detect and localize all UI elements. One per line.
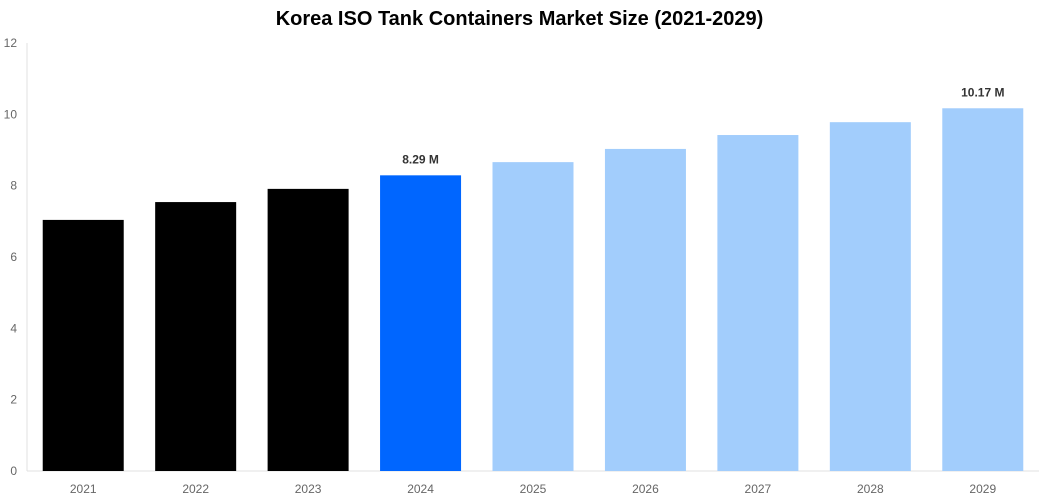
bar-2023 — [267, 188, 349, 472]
x-tick-label: 2026 — [632, 482, 659, 496]
data-label-2029: 10.17 M — [961, 85, 1004, 99]
x-tick-label: 2023 — [295, 482, 322, 496]
y-tick-label: 2 — [10, 393, 17, 407]
bar-2028 — [829, 122, 911, 472]
bar-2026 — [604, 148, 686, 471]
bar-2024 — [380, 175, 462, 471]
x-tick-label: 2021 — [70, 482, 97, 496]
data-label-2024: 8.29 M — [402, 152, 439, 166]
y-tick-label: 12 — [4, 36, 18, 50]
x-tick-label: 2027 — [745, 482, 772, 496]
bar-2021 — [42, 219, 124, 471]
x-tick-label: 2025 — [520, 482, 547, 496]
y-tick-label: 10 — [4, 107, 18, 121]
bar-2025 — [492, 162, 574, 472]
x-tick-label: 2029 — [969, 482, 996, 496]
y-tick-label: 0 — [10, 464, 17, 478]
x-tick-label: 2028 — [857, 482, 884, 496]
bar-2022 — [155, 202, 237, 471]
y-tick-label: 6 — [10, 250, 17, 264]
x-tick-label: 2022 — [182, 482, 209, 496]
bar-2027 — [717, 135, 799, 471]
x-tick-label: 2024 — [407, 482, 434, 496]
y-tick-label: 4 — [10, 321, 17, 335]
bar-2029 — [942, 108, 1024, 472]
chart-title: Korea ISO Tank Containers Market Size (2… — [275, 8, 764, 30]
y-tick-label: 8 — [10, 179, 17, 193]
